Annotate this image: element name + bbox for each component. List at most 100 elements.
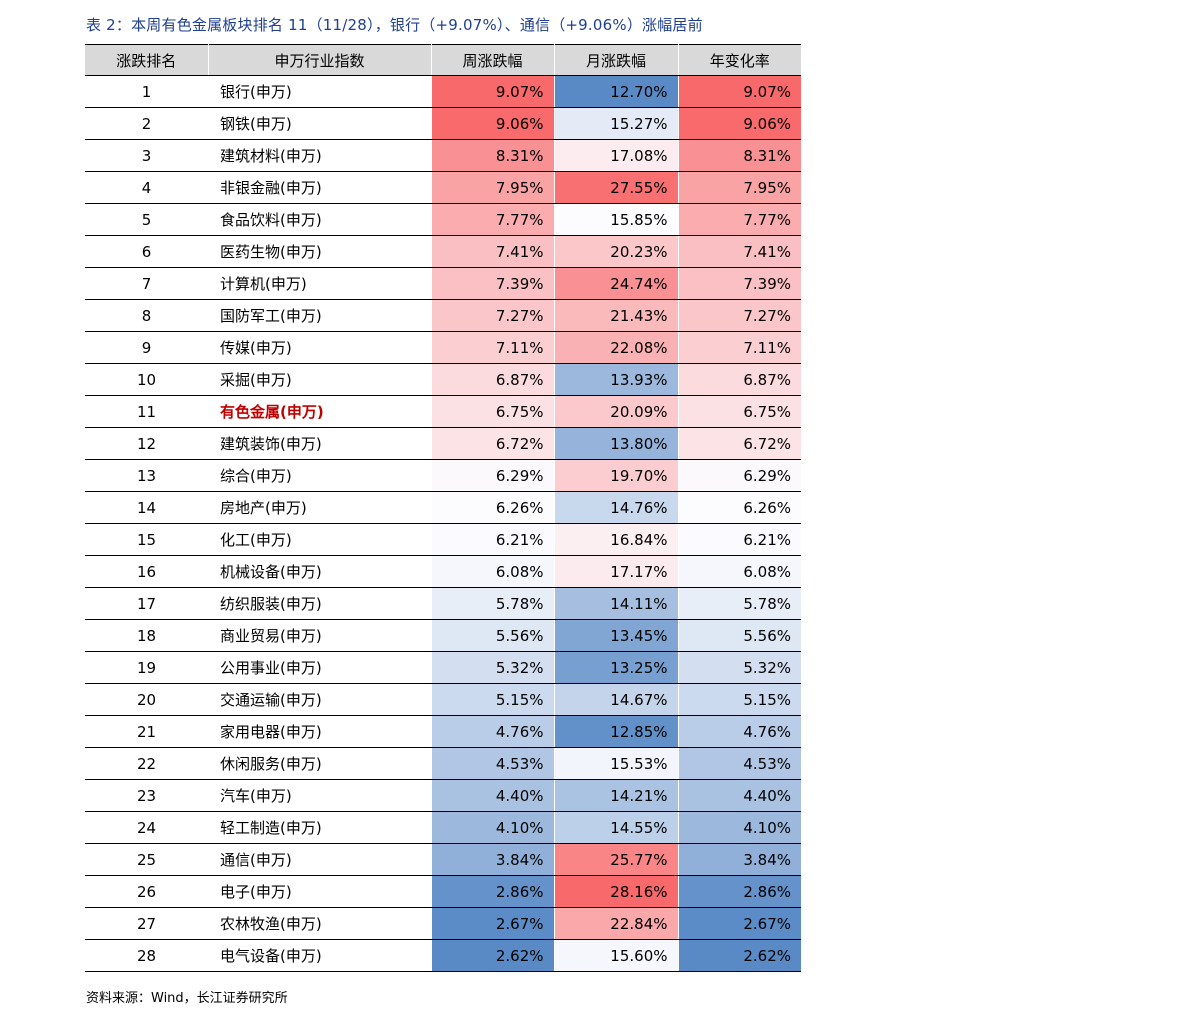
rank-cell: 20 <box>85 683 208 716</box>
industry-name-cell: 建筑装饰(申万) <box>208 427 432 460</box>
month-change-cell: 15.27% <box>554 107 679 140</box>
rank-cell: 13 <box>85 459 208 492</box>
industry-name-cell: 采掘(申万) <box>208 363 432 396</box>
week-change-cell: 7.41% <box>431 235 555 268</box>
year-change-cell: 6.26% <box>678 491 801 524</box>
week-change-cell: 9.06% <box>431 107 555 140</box>
industry-name-cell: 综合(申万) <box>208 459 432 492</box>
month-change-cell: 20.23% <box>554 235 679 268</box>
industry-name-cell: 建筑材料(申万) <box>208 139 432 172</box>
rank-cell: 6 <box>85 235 208 268</box>
rank-cell: 5 <box>85 203 208 236</box>
rank-cell: 7 <box>85 267 208 300</box>
week-change-cell: 2.67% <box>431 907 555 940</box>
column-header-month-change: 月涨跌幅 <box>554 44 679 76</box>
year-change-cell: 4.10% <box>678 811 801 844</box>
rank-cell: 10 <box>85 363 208 396</box>
week-change-cell: 7.77% <box>431 203 555 236</box>
rank-cell: 25 <box>85 843 208 876</box>
table-row: 10 采掘(申万) 6.87% 13.93% 6.87% <box>85 363 801 396</box>
year-change-cell: 7.27% <box>678 299 801 332</box>
industry-name-cell: 农林牧渔(申万) <box>208 907 432 940</box>
week-change-cell: 6.08% <box>431 555 555 588</box>
week-change-cell: 2.62% <box>431 939 555 972</box>
rank-cell: 22 <box>85 747 208 780</box>
week-change-cell: 4.76% <box>431 715 555 748</box>
year-change-cell: 9.07% <box>678 75 801 108</box>
rank-cell: 24 <box>85 811 208 844</box>
rank-cell: 28 <box>85 939 208 972</box>
month-change-cell: 13.93% <box>554 363 679 396</box>
column-header-industry: 申万行业指数 <box>208 44 432 76</box>
ranking-table-container: 涨跌排名 申万行业指数 周涨跌幅 月涨跌幅 年变化率 1 银行(申万) 9.07% 1… <box>85 44 801 972</box>
rank-cell: 2 <box>85 107 208 140</box>
week-change-cell: 7.11% <box>431 331 555 364</box>
year-change-cell: 3.84% <box>678 843 801 876</box>
rank-cell: 14 <box>85 491 208 524</box>
month-change-cell: 27.55% <box>554 171 679 204</box>
month-change-cell: 20.09% <box>554 395 679 428</box>
industry-name-cell: 汽车(申万) <box>208 779 432 812</box>
year-change-cell: 4.76% <box>678 715 801 748</box>
month-change-cell: 14.76% <box>554 491 679 524</box>
column-header-rank: 涨跌排名 <box>85 44 209 76</box>
week-change-cell: 4.40% <box>431 779 555 812</box>
month-change-cell: 12.85% <box>554 715 679 748</box>
year-change-cell: 7.39% <box>678 267 801 300</box>
table-title: 表 2：本周有色金属板块排名 11（11/28），银行（+9.07%）、通信（+… <box>86 16 703 34</box>
week-change-cell: 7.39% <box>431 267 555 300</box>
year-change-cell: 6.08% <box>678 555 801 588</box>
industry-name-cell: 通信(申万) <box>208 843 432 876</box>
table-row: 4 非银金融(申万) 7.95% 27.55% 7.95% <box>85 171 801 204</box>
industry-name-cell: 钢铁(申万) <box>208 107 432 140</box>
month-change-cell: 17.17% <box>554 555 679 588</box>
year-change-cell: 9.06% <box>678 107 801 140</box>
month-change-cell: 15.60% <box>554 939 679 972</box>
industry-name-cell: 非银金融(申万) <box>208 171 432 204</box>
table-body: 1 银行(申万) 9.07% 12.70% 9.07% 2 钢铁(申万) 9.06% 15.27… <box>85 75 801 972</box>
year-change-cell: 5.78% <box>678 587 801 620</box>
month-change-cell: 12.70% <box>554 75 679 108</box>
table-row: 19 公用事业(申万) 5.32% 13.25% 5.32% <box>85 651 801 684</box>
year-change-cell: 4.53% <box>678 747 801 780</box>
industry-name-cell: 轻工制造(申万) <box>208 811 432 844</box>
week-change-cell: 3.84% <box>431 843 555 876</box>
month-change-cell: 15.53% <box>554 747 679 780</box>
table-row: 16 机械设备(申万) 6.08% 17.17% 6.08% <box>85 555 801 588</box>
week-change-cell: 5.32% <box>431 651 555 684</box>
rank-cell: 27 <box>85 907 208 940</box>
table-row: 18 商业贸易(申万) 5.56% 13.45% 5.56% <box>85 619 801 652</box>
table-row: 27 农林牧渔(申万) 2.67% 22.84% 2.67% <box>85 907 801 940</box>
week-change-cell: 4.10% <box>431 811 555 844</box>
industry-name-cell: 交通运输(申万) <box>208 683 432 716</box>
column-header-year-change: 年变化率 <box>678 44 801 76</box>
rank-cell: 12 <box>85 427 208 460</box>
week-change-cell: 5.15% <box>431 683 555 716</box>
industry-name-cell: 国防军工(申万) <box>208 299 432 332</box>
year-change-cell: 6.87% <box>678 363 801 396</box>
month-change-cell: 22.08% <box>554 331 679 364</box>
table-row: 17 纺织服装(申万) 5.78% 14.11% 5.78% <box>85 587 801 620</box>
table-header-row: 涨跌排名 申万行业指数 周涨跌幅 月涨跌幅 年变化率 <box>85 44 801 76</box>
month-change-cell: 24.74% <box>554 267 679 300</box>
year-change-cell: 6.72% <box>678 427 801 460</box>
industry-name-cell: 纺织服装(申万) <box>208 587 432 620</box>
industry-name-cell: 化工(申万) <box>208 523 432 556</box>
table-row: 12 建筑装饰(申万) 6.72% 13.80% 6.72% <box>85 427 801 460</box>
week-change-cell: 7.27% <box>431 299 555 332</box>
industry-name-cell: 有色金属(申万) <box>208 395 432 428</box>
week-change-cell: 6.75% <box>431 395 555 428</box>
rank-cell: 18 <box>85 619 208 652</box>
rank-cell: 23 <box>85 779 208 812</box>
month-change-cell: 15.85% <box>554 203 679 236</box>
year-change-cell: 8.31% <box>678 139 801 172</box>
industry-name-cell: 休闲服务(申万) <box>208 747 432 780</box>
industry-name-cell: 公用事业(申万) <box>208 651 432 684</box>
table-row: 23 汽车(申万) 4.40% 14.21% 4.40% <box>85 779 801 812</box>
rank-cell: 21 <box>85 715 208 748</box>
table-row: 14 房地产(申万) 6.26% 14.76% 6.26% <box>85 491 801 524</box>
month-change-cell: 17.08% <box>554 139 679 172</box>
month-change-cell: 14.55% <box>554 811 679 844</box>
rank-cell: 3 <box>85 139 208 172</box>
table-row: 24 轻工制造(申万) 4.10% 14.55% 4.10% <box>85 811 801 844</box>
